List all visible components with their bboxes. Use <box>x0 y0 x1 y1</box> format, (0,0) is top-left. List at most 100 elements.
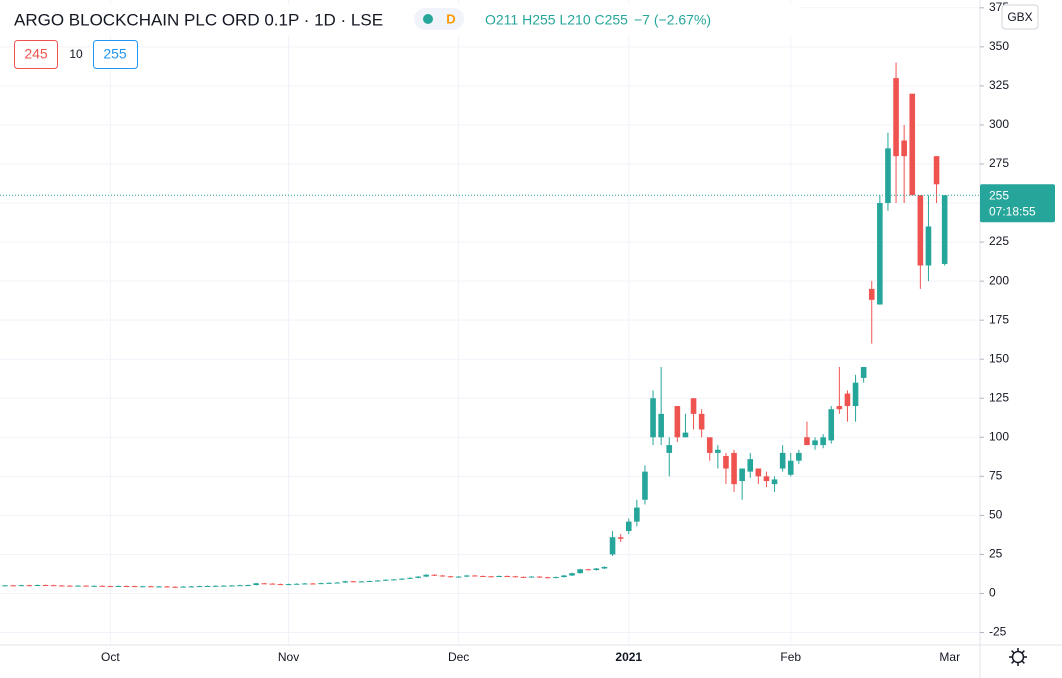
y-tick-label: 275 <box>989 156 1009 170</box>
candle-body <box>561 575 567 578</box>
candle-body <box>212 585 219 587</box>
candle-body <box>739 468 745 482</box>
candle-body <box>415 576 421 578</box>
candle-body <box>787 460 794 475</box>
candle-body <box>860 367 867 378</box>
candle-body <box>58 585 65 587</box>
buy-box[interactable] <box>93 40 138 69</box>
candle-body <box>553 577 559 579</box>
candle-body <box>196 586 203 588</box>
candle-body <box>115 585 122 587</box>
y-tick-label: -25 <box>989 625 1007 639</box>
candle-body <box>407 577 413 579</box>
last-price: 255 <box>989 188 1009 202</box>
candle-body <box>67 585 73 587</box>
candle-body <box>83 585 89 587</box>
candle-body <box>285 584 292 586</box>
candle-body <box>715 449 721 453</box>
candle-body <box>504 575 511 577</box>
candle-body <box>75 585 81 587</box>
candle-body <box>26 585 33 587</box>
y-tick-label: 150 <box>989 351 1009 365</box>
candle-body <box>172 586 178 588</box>
x-tick-label: Feb <box>780 650 801 664</box>
y-tick-label: 25 <box>989 547 1003 561</box>
candle-body <box>585 569 592 571</box>
candle-body <box>706 437 713 453</box>
candle-body <box>674 406 681 438</box>
sell-box[interactable] <box>14 40 58 69</box>
candle-body <box>399 578 405 580</box>
candle-body <box>2 585 8 587</box>
candle-body <box>188 586 195 588</box>
candle-body <box>237 585 243 587</box>
candle-body <box>593 568 600 571</box>
candle-body <box>642 471 648 500</box>
candle-body <box>245 585 251 587</box>
candle-body <box>439 575 446 577</box>
candle-body <box>828 409 835 441</box>
candle-body <box>91 585 97 587</box>
candle-body <box>382 579 389 581</box>
sell-price[interactable]: 245 <box>24 46 48 62</box>
ohlc: O211 H255 L210 C255 <box>485 12 628 28</box>
y-tick-label: 200 <box>989 273 1009 287</box>
candle-body <box>107 586 114 588</box>
candle-body <box>650 398 656 438</box>
candle-body <box>901 140 907 157</box>
candle-body <box>423 574 430 577</box>
grid <box>0 0 980 645</box>
y-tick-label: 50 <box>989 508 1003 522</box>
candle-body <box>391 579 397 581</box>
gear[interactable] <box>1011 650 1025 664</box>
y-tick-label: 175 <box>989 312 1009 326</box>
candle-body <box>763 476 770 482</box>
candle-body <box>544 577 551 579</box>
candle-body <box>204 585 211 587</box>
x-tick-label: Nov <box>278 650 299 664</box>
candle-body <box>131 586 138 588</box>
gear-teeth[interactable] <box>1009 648 1027 666</box>
buy-price[interactable]: 255 <box>103 46 127 62</box>
candle-body <box>634 507 640 522</box>
y-tick-label: 225 <box>989 234 1009 248</box>
x-tick-label: Dec <box>448 650 469 664</box>
candle-body <box>601 566 608 569</box>
countdown: 07:18:55 <box>989 204 1036 218</box>
spread: 10 <box>69 47 83 61</box>
candle-body <box>666 445 673 453</box>
candle-body <box>885 148 891 204</box>
candle-body <box>148 586 154 588</box>
candle-body <box>909 93 916 196</box>
candle-body <box>731 452 737 485</box>
last-price-box <box>980 184 1055 223</box>
candle-body <box>42 585 49 587</box>
change: −7 (−2.67%) <box>634 12 711 28</box>
y-tick-label: 75 <box>989 469 1003 483</box>
candle-body <box>350 581 357 583</box>
settings-icon[interactable] <box>1009 648 1027 666</box>
candle-body <box>682 432 689 438</box>
candle-body <box>569 573 575 576</box>
candle-body <box>301 583 308 585</box>
candle-body <box>34 585 41 587</box>
candle-body <box>164 586 170 588</box>
candle-body <box>18 585 25 587</box>
candle-body <box>609 537 616 555</box>
x-tick-label: 2021 <box>615 650 642 664</box>
x-tick-label: Mar <box>939 650 960 664</box>
candle-body <box>852 382 859 407</box>
candle-body <box>698 413 705 430</box>
y-tick-label: 125 <box>989 390 1009 404</box>
y-tick-label: 100 <box>989 429 1009 443</box>
candle-body <box>488 576 494 578</box>
candle-body <box>723 456 729 469</box>
candle-body <box>496 575 502 577</box>
y-tick-label: 350 <box>989 39 1009 53</box>
candle-body <box>431 574 438 576</box>
candle-body <box>463 575 470 577</box>
candle-body <box>844 393 851 407</box>
currency: GBX <box>1007 10 1032 24</box>
